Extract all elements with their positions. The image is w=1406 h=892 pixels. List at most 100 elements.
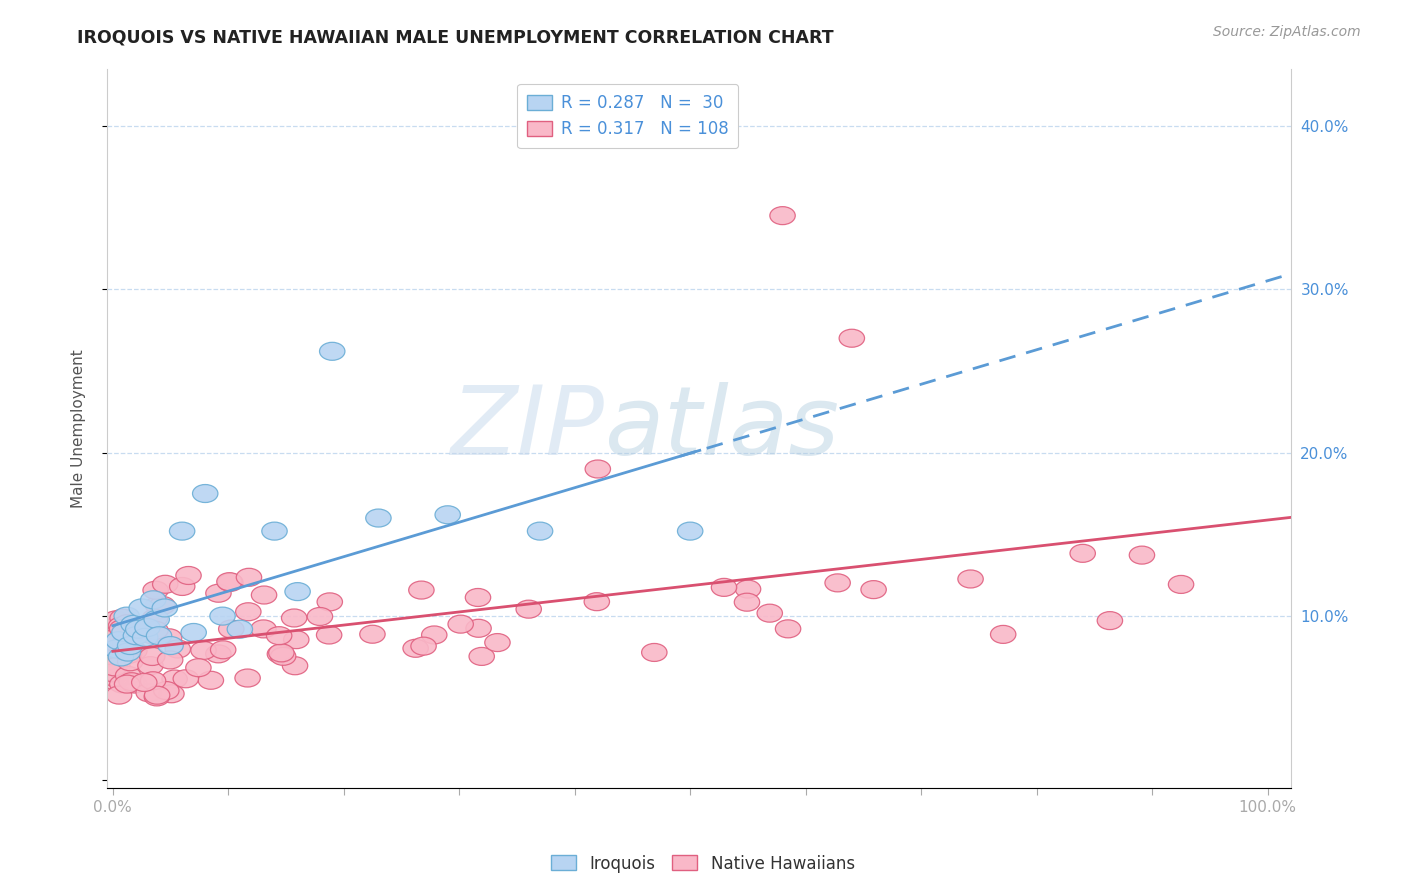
Ellipse shape bbox=[756, 604, 783, 622]
Ellipse shape bbox=[236, 568, 262, 586]
Ellipse shape bbox=[734, 593, 759, 611]
Ellipse shape bbox=[146, 627, 172, 645]
Ellipse shape bbox=[527, 522, 553, 541]
Ellipse shape bbox=[285, 582, 311, 600]
Ellipse shape bbox=[103, 669, 129, 687]
Ellipse shape bbox=[114, 607, 139, 625]
Ellipse shape bbox=[316, 626, 342, 644]
Ellipse shape bbox=[153, 681, 179, 699]
Ellipse shape bbox=[141, 591, 166, 608]
Ellipse shape bbox=[252, 586, 277, 604]
Ellipse shape bbox=[839, 329, 865, 347]
Ellipse shape bbox=[162, 670, 187, 688]
Ellipse shape bbox=[449, 615, 474, 633]
Ellipse shape bbox=[235, 669, 260, 687]
Ellipse shape bbox=[156, 629, 181, 647]
Ellipse shape bbox=[114, 625, 139, 643]
Ellipse shape bbox=[735, 580, 761, 599]
Ellipse shape bbox=[132, 628, 157, 647]
Ellipse shape bbox=[138, 657, 163, 674]
Ellipse shape bbox=[152, 575, 179, 593]
Ellipse shape bbox=[170, 577, 195, 596]
Ellipse shape bbox=[115, 643, 141, 661]
Ellipse shape bbox=[209, 607, 235, 625]
Text: Source: ZipAtlas.com: Source: ZipAtlas.com bbox=[1213, 25, 1361, 39]
Ellipse shape bbox=[1129, 546, 1154, 564]
Ellipse shape bbox=[181, 624, 207, 641]
Ellipse shape bbox=[125, 620, 150, 638]
Ellipse shape bbox=[585, 460, 610, 478]
Ellipse shape bbox=[122, 619, 148, 637]
Ellipse shape bbox=[228, 620, 253, 638]
Ellipse shape bbox=[101, 632, 127, 651]
Ellipse shape bbox=[465, 589, 491, 607]
Ellipse shape bbox=[465, 619, 491, 637]
Ellipse shape bbox=[641, 643, 666, 662]
Ellipse shape bbox=[105, 632, 131, 649]
Ellipse shape bbox=[170, 522, 195, 541]
Ellipse shape bbox=[825, 574, 851, 592]
Ellipse shape bbox=[173, 670, 198, 688]
Ellipse shape bbox=[118, 653, 143, 671]
Ellipse shape bbox=[104, 640, 129, 657]
Ellipse shape bbox=[145, 688, 170, 706]
Ellipse shape bbox=[990, 625, 1017, 643]
Ellipse shape bbox=[409, 581, 434, 599]
Ellipse shape bbox=[129, 599, 155, 617]
Ellipse shape bbox=[101, 619, 127, 637]
Ellipse shape bbox=[101, 618, 127, 636]
Ellipse shape bbox=[205, 584, 231, 602]
Ellipse shape bbox=[1070, 544, 1095, 562]
Ellipse shape bbox=[236, 603, 262, 621]
Ellipse shape bbox=[957, 570, 983, 588]
Ellipse shape bbox=[411, 637, 436, 655]
Ellipse shape bbox=[108, 648, 134, 666]
Ellipse shape bbox=[108, 617, 134, 635]
Ellipse shape bbox=[135, 618, 160, 637]
Ellipse shape bbox=[115, 666, 141, 684]
Ellipse shape bbox=[284, 631, 309, 648]
Ellipse shape bbox=[198, 672, 224, 690]
Ellipse shape bbox=[269, 644, 294, 662]
Ellipse shape bbox=[218, 574, 243, 591]
Ellipse shape bbox=[205, 645, 231, 663]
Ellipse shape bbox=[104, 665, 129, 682]
Ellipse shape bbox=[118, 637, 143, 655]
Ellipse shape bbox=[122, 642, 148, 660]
Ellipse shape bbox=[114, 675, 139, 693]
Ellipse shape bbox=[193, 484, 218, 502]
Ellipse shape bbox=[122, 624, 148, 641]
Ellipse shape bbox=[191, 641, 217, 659]
Ellipse shape bbox=[114, 630, 139, 648]
Ellipse shape bbox=[103, 611, 128, 629]
Ellipse shape bbox=[145, 597, 170, 615]
Ellipse shape bbox=[107, 686, 132, 704]
Ellipse shape bbox=[103, 630, 128, 648]
Ellipse shape bbox=[105, 642, 131, 660]
Ellipse shape bbox=[262, 522, 287, 541]
Ellipse shape bbox=[583, 592, 610, 611]
Ellipse shape bbox=[136, 684, 162, 702]
Ellipse shape bbox=[422, 626, 447, 644]
Y-axis label: Male Unemployment: Male Unemployment bbox=[72, 349, 86, 508]
Ellipse shape bbox=[143, 610, 170, 628]
Ellipse shape bbox=[143, 582, 169, 599]
Ellipse shape bbox=[104, 645, 129, 663]
Ellipse shape bbox=[100, 664, 127, 681]
Ellipse shape bbox=[149, 597, 176, 615]
Ellipse shape bbox=[267, 627, 292, 645]
Ellipse shape bbox=[217, 573, 242, 591]
Ellipse shape bbox=[1168, 575, 1194, 593]
Ellipse shape bbox=[101, 658, 127, 676]
Ellipse shape bbox=[120, 673, 145, 690]
Ellipse shape bbox=[157, 651, 183, 669]
Text: IROQUOIS VS NATIVE HAWAIIAN MALE UNEMPLOYMENT CORRELATION CHART: IROQUOIS VS NATIVE HAWAIIAN MALE UNEMPLO… bbox=[77, 29, 834, 46]
Ellipse shape bbox=[157, 637, 183, 655]
Ellipse shape bbox=[318, 593, 343, 611]
Ellipse shape bbox=[404, 640, 429, 657]
Ellipse shape bbox=[152, 599, 177, 617]
Ellipse shape bbox=[434, 506, 460, 524]
Ellipse shape bbox=[121, 615, 146, 633]
Ellipse shape bbox=[145, 686, 170, 704]
Ellipse shape bbox=[142, 609, 167, 627]
